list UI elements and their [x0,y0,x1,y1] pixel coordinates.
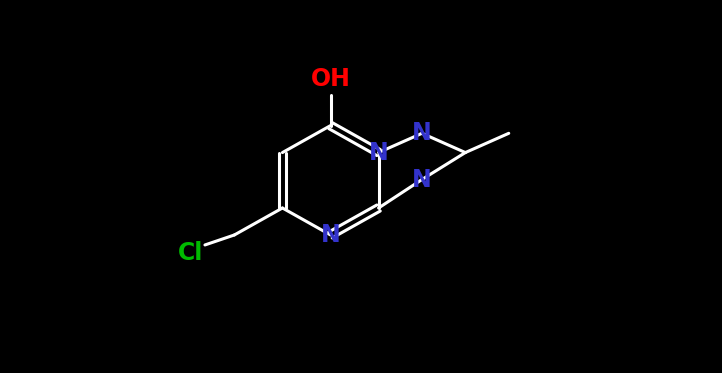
Text: Cl: Cl [178,241,204,265]
Text: N: N [369,141,388,164]
Text: N: N [412,121,432,145]
Text: N: N [321,223,340,247]
Text: OH: OH [310,68,350,91]
Text: N: N [412,167,432,191]
